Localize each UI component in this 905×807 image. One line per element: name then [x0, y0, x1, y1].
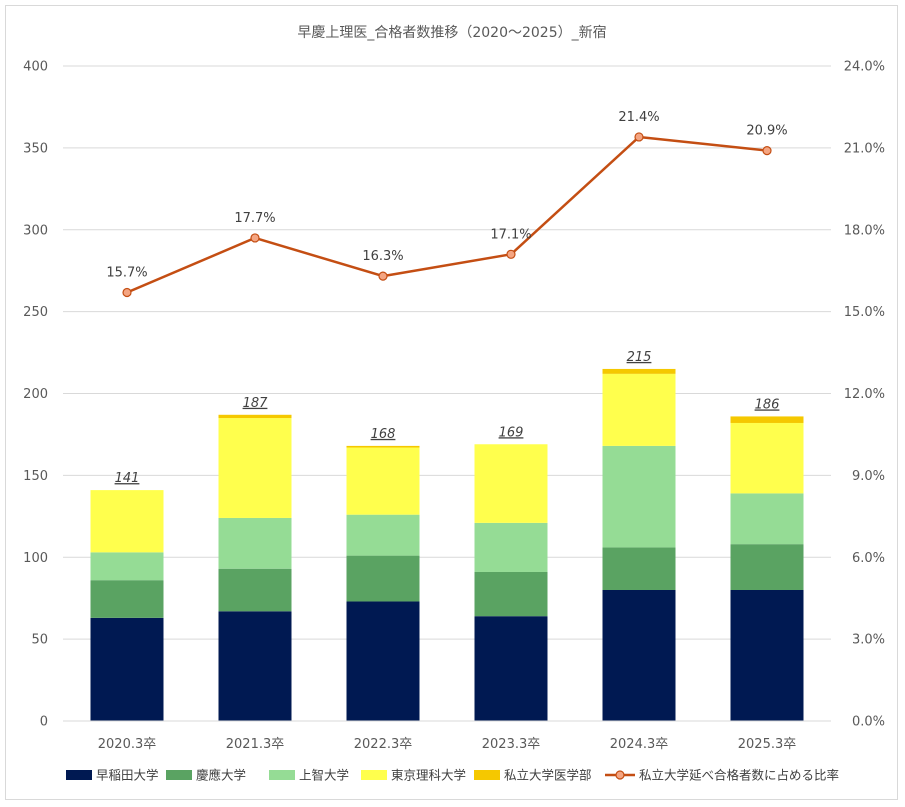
ratio-data-label: 21.4% [618, 110, 659, 125]
bar-segment-3 [602, 445, 676, 548]
legend-swatch [66, 770, 92, 780]
legend-swatch [269, 770, 295, 780]
ratio-data-label: 20.9% [746, 124, 787, 139]
bar-total-label: 187 [243, 396, 269, 411]
bar-segment-2 [218, 568, 292, 612]
y-left-tick-label: 400 [23, 60, 48, 75]
x-tick-label: 2025.3卒 [738, 737, 797, 752]
legend-marker [615, 770, 625, 780]
x-tick-label: 2023.3卒 [482, 737, 541, 752]
bar-segment-5 [346, 445, 420, 448]
bar-segment-3 [730, 493, 804, 545]
bar-segment-2 [730, 544, 804, 590]
bar-segment-3 [90, 552, 164, 581]
bar-segment-1 [602, 590, 676, 721]
bar-total-label: 168 [371, 427, 396, 442]
chart-title: 早慶上理医_合格者数推移（2020～2025）_新宿 [297, 24, 606, 41]
y-right-tick-label: 9.0% [852, 469, 885, 484]
bar-segment-3 [474, 522, 548, 572]
ratio-point [250, 233, 260, 243]
legend-label: 私立大学延べ合格者数に占める比率 [639, 768, 839, 783]
bar-total-label: 215 [627, 350, 652, 365]
y-right-tick-label: 0.0% [852, 715, 885, 730]
bar-segment-4 [218, 418, 292, 518]
y-right-tick-label: 21.0% [844, 141, 885, 156]
x-tick-label: 2021.3卒 [226, 737, 285, 752]
bar-segment-1 [474, 616, 548, 721]
y-right-tick-label: 6.0% [852, 551, 885, 566]
x-tick-label: 2020.3卒 [98, 737, 157, 752]
y-left-tick-label: 250 [23, 305, 48, 320]
bar-segment-4 [346, 447, 420, 515]
legend-label: 私立大学医学部 [504, 768, 592, 783]
ratio-data-label: 15.7% [106, 266, 147, 281]
legend-swatch [361, 770, 387, 780]
bar-segment-4 [602, 373, 676, 446]
y-right-tick-label: 12.0% [844, 387, 885, 402]
ratio-data-label: 16.3% [362, 249, 403, 264]
y-right-tick-label: 18.0% [844, 223, 885, 238]
bar-segment-3 [346, 514, 420, 556]
y-left-tick-label: 300 [23, 223, 48, 238]
y-left-tick-label: 150 [23, 469, 48, 484]
x-tick-label: 2022.3卒 [354, 737, 413, 752]
ratio-data-label: 17.1% [490, 227, 531, 242]
legend-label: 上智大学 [299, 768, 349, 783]
y-left-tick-label: 50 [31, 633, 48, 648]
bar-segment-4 [474, 444, 548, 523]
bar-segment-1 [730, 590, 804, 721]
ratio-point [122, 287, 132, 298]
x-tick-label: 2024.3卒 [610, 737, 669, 752]
bar-segment-1 [346, 601, 420, 721]
y-left-tick-label: 200 [23, 387, 48, 402]
y-left-tick-label: 100 [23, 551, 48, 566]
bar-segment-5 [218, 414, 292, 419]
bar-segment-2 [346, 555, 420, 602]
bar-segment-1 [218, 611, 292, 721]
ratio-data-label: 17.7% [234, 211, 275, 226]
legend-swatch [474, 770, 500, 780]
ratio-point [506, 249, 516, 259]
bar-total-label: 186 [755, 397, 780, 412]
bar-segment-2 [90, 580, 164, 618]
y-right-tick-label: 24.0% [844, 60, 885, 75]
bar-total-label: 141 [115, 471, 140, 486]
ratio-line [126, 135, 768, 294]
legend-label: 東京理科大学 [391, 768, 466, 783]
ratio-point [634, 132, 644, 142]
bar-segment-4 [730, 422, 804, 494]
bar-segment-3 [218, 517, 292, 569]
bar-total-label: 169 [499, 425, 524, 440]
y-left-tick-label: 0 [40, 715, 48, 730]
legend-label: 慶應大学 [196, 768, 246, 783]
ratio-point [378, 271, 388, 281]
bar-segment-5 [602, 368, 676, 374]
bar-segment-5 [730, 416, 804, 423]
ratio-point [762, 146, 772, 156]
legend-swatch [166, 770, 192, 780]
y-left-tick-label: 350 [23, 141, 48, 156]
bar-segment-4 [90, 490, 164, 553]
bar-segment-2 [474, 571, 548, 617]
bar-segment-2 [602, 547, 676, 590]
y-right-tick-label: 15.0% [844, 305, 885, 320]
legend-label: 早稲田大学 [96, 768, 159, 783]
y-right-tick-label: 3.0% [852, 633, 885, 648]
bar-segment-1 [90, 617, 164, 721]
